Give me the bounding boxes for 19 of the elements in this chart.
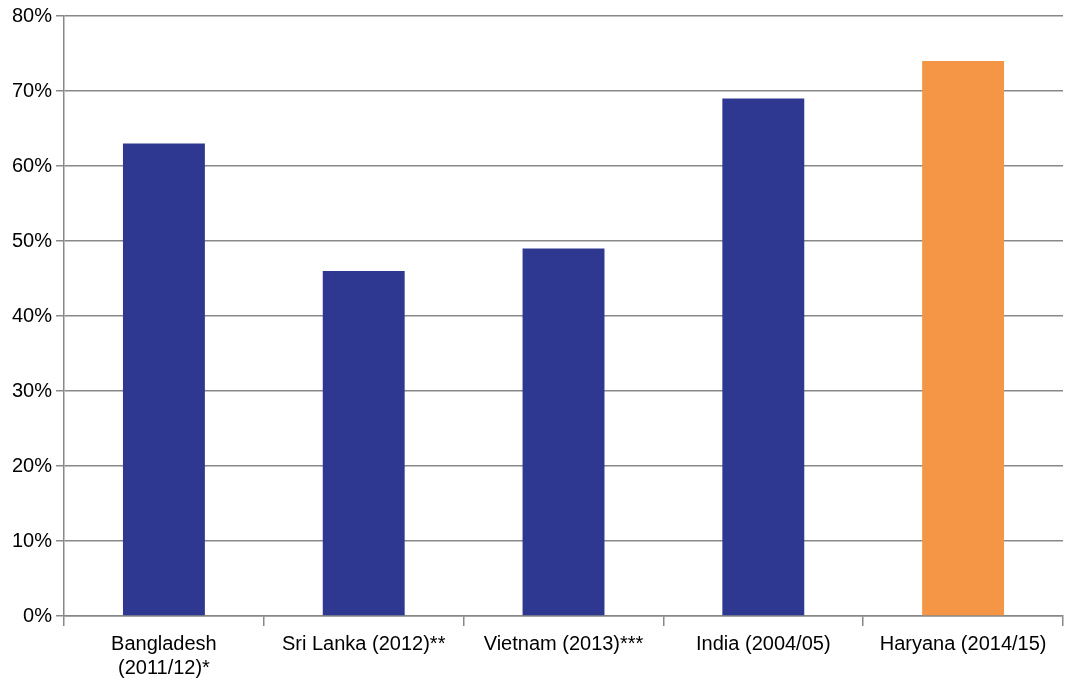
x-tick-label: Haryana (2014/15) [879,631,1047,654]
y-tick-label: 0% [23,603,53,626]
y-tick-label: 30% [12,378,53,401]
bar [122,143,205,616]
bar [922,61,1005,616]
x-tick-label: Sri Lanka (2012)** [282,631,446,654]
y-tick-label: 50% [12,228,53,251]
y-tick-label: 60% [12,153,53,176]
x-tick-label: Vietnam (2013)*** [483,631,644,654]
x-tick-label: India (2004/05) [696,631,831,654]
y-tick-label: 80% [12,3,53,26]
bar [322,271,405,616]
bar [522,248,605,616]
y-tick-label: 10% [12,528,53,551]
y-tick-label: 70% [12,78,53,101]
bar [722,98,805,616]
y-tick-label: 40% [12,303,53,326]
x-tick-label: Bangladesh (2011/12)* [111,631,217,678]
y-tick-label: 20% [12,453,53,476]
